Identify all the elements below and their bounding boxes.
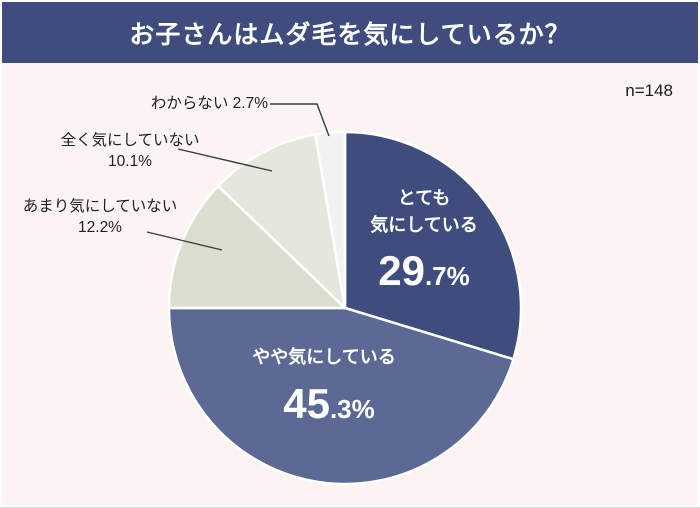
label-amari-value: 12.2% (78, 219, 122, 236)
label-wakaranai-text: わからない (150, 95, 229, 112)
label-mattaku: 全く気にしていない 10.1% (40, 130, 220, 172)
chart-title: お子さんはムダ毛を気にしているか？ (129, 20, 571, 49)
leader-line-wakaranai (270, 103, 330, 137)
chart-title-bar: お子さんはムダ毛を気にしているか？ (2, 2, 698, 63)
label-amari-text: あまり気にしていない (22, 198, 178, 215)
label-totemo-line2: 気にしている (370, 215, 478, 235)
leader-line-amari (146, 231, 223, 251)
label-totemo-line1: とても (397, 188, 451, 208)
label-wakaranai-value: 2.7% (232, 95, 268, 112)
value-totemo: 29.7% (349, 250, 499, 292)
pie-slice-3 (216, 133, 347, 310)
sample-size-label: n=148 (625, 81, 673, 100)
value-totemo-frac: .7% (424, 261, 470, 291)
value-totemo-int: 29 (378, 247, 425, 294)
value-yaya-frac: .3% (329, 394, 375, 424)
label-mattaku-value: 10.1% (108, 153, 152, 170)
value-yaya: 45.3% (254, 383, 404, 425)
value-yaya-int: 45 (283, 380, 330, 427)
pie-slice-0 (343, 130, 523, 361)
pie-slice-4 (314, 130, 347, 310)
leader-line-mattaku (177, 148, 273, 172)
label-yaya-line1: やや気にしている (252, 347, 396, 367)
label-totemo: とても 気にしている (349, 185, 499, 239)
pie-slice-2 (167, 184, 347, 310)
pie-slice-1 (167, 306, 515, 486)
label-mattaku-text: 全く気にしていない (60, 132, 200, 149)
label-wakaranai: わからない 2.7% (128, 93, 268, 114)
label-amari: あまり気にしていない 12.2% (10, 196, 190, 238)
label-yaya: やや気にしている (249, 344, 399, 371)
pie-slices (167, 130, 523, 486)
